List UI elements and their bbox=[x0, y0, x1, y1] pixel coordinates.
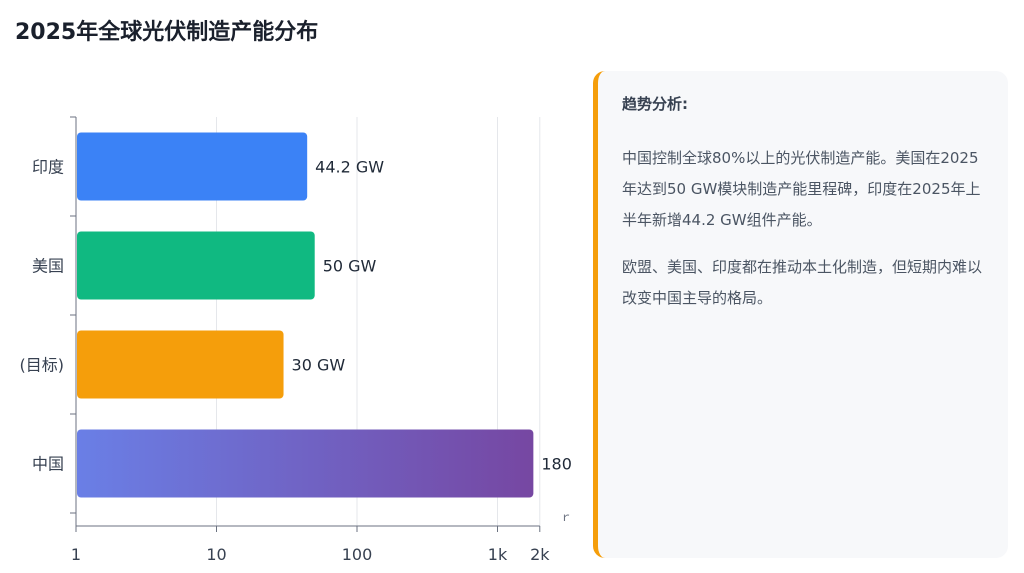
bar bbox=[77, 231, 315, 300]
analysis-paragraph-2: 欧盟、美国、印度都在推动本土化制造，但短期内难以改变中国主导的格局。 bbox=[622, 258, 983, 307]
axis-stray-text: ｒ bbox=[560, 510, 572, 524]
bars bbox=[77, 132, 534, 498]
category-label: 中国 bbox=[32, 455, 64, 474]
chart-svg: 1 10 100 1k 2k 印度 44.2 GW 美国 50 GW (目标) 30 GW 中国 180… bbox=[20, 116, 573, 565]
value-label: 180 bbox=[541, 455, 572, 474]
x-tick-label: 2k bbox=[530, 545, 550, 564]
labels: 1 10 100 1k 2k 印度 44.2 GW 美国 50 GW (目标) 30 GW 中国 180… bbox=[20, 158, 573, 565]
capacity-bar-chart: 1 10 100 1k 2k 印度 44.2 GW 美国 50 GW (目标) 30 GW 中国 180… bbox=[0, 80, 585, 573]
value-label: 44.2 GW bbox=[315, 158, 384, 177]
category-label: 印度 bbox=[32, 158, 64, 177]
x-tick-label: 100 bbox=[342, 545, 373, 564]
analysis-paragraph-1: 中国控制全球80%以上的光伏制造产能。美国在2025年达到50 GW模块制造产能… bbox=[622, 149, 981, 229]
bar bbox=[77, 132, 308, 201]
analysis-heading: 趋势分析: bbox=[622, 95, 688, 113]
x-tick-label: 1 bbox=[71, 545, 81, 564]
value-label: 50 GW bbox=[323, 257, 377, 276]
category-label: 美国 bbox=[32, 257, 64, 276]
x-tick-label: 1k bbox=[488, 545, 508, 564]
page-title: 2025年全球光伏制造产能分布 bbox=[15, 20, 319, 45]
value-label: 30 GW bbox=[292, 356, 346, 375]
bar bbox=[77, 429, 534, 498]
x-tick-label: 10 bbox=[206, 545, 226, 564]
category-label: (目标) bbox=[20, 356, 65, 375]
axes bbox=[70, 116, 541, 532]
bar bbox=[77, 330, 284, 399]
analysis-panel: 趋势分析: 中国控制全球80%以上的光伏制造产能。美国在2025年达到50 GW… bbox=[593, 71, 1008, 558]
